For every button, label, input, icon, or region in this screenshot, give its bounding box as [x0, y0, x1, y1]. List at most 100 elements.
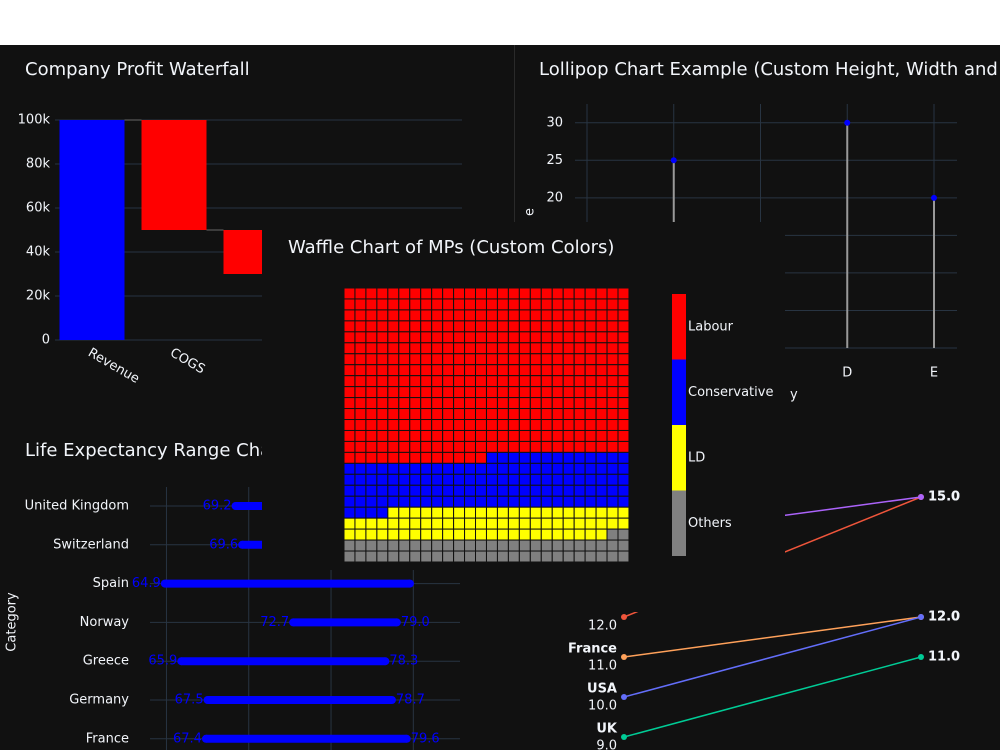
waffle-cell	[617, 495, 630, 508]
waffle-cell	[507, 473, 520, 486]
y-tick-label: 20	[546, 190, 563, 205]
chart-title: Life Expectancy Range Cha	[25, 440, 271, 461]
waffle-cell	[529, 462, 542, 475]
waffle-cell	[475, 386, 487, 399]
waffle-cell	[562, 364, 575, 377]
waffle-cell	[496, 528, 509, 541]
waffle-cell	[409, 550, 422, 563]
waffle-cell	[398, 364, 411, 377]
legend-swatch	[672, 294, 686, 360]
waffle-cell	[387, 331, 400, 344]
waffle-cell	[540, 429, 553, 442]
waffle-cell	[387, 495, 400, 508]
waffle-cell	[551, 287, 564, 300]
waffle-cell	[464, 408, 477, 421]
range-min	[238, 540, 247, 549]
waffle-cell	[551, 517, 564, 530]
y-tick-label: France	[86, 731, 129, 746]
waffle-cell	[529, 353, 542, 366]
waffle-cell	[431, 309, 444, 322]
waffle-cell	[387, 506, 400, 519]
waffle-cell	[595, 397, 608, 410]
waffle-cell	[464, 320, 477, 333]
waffle-cell	[398, 440, 411, 453]
waffle-cell	[617, 364, 630, 377]
waffle-cell	[485, 550, 498, 563]
waffle-cell	[453, 440, 466, 453]
waffle-cell	[540, 506, 553, 519]
waffle-cell	[398, 408, 411, 421]
waffle-cell	[540, 386, 553, 399]
waffle-cell	[442, 331, 455, 344]
waffle-cell	[398, 429, 411, 442]
waffle-cell	[453, 484, 466, 497]
waffle-cell	[551, 298, 564, 311]
waffle-cell	[464, 309, 477, 322]
waffle-cell	[464, 495, 477, 508]
waffle-cell	[617, 408, 630, 421]
waffle-cell	[475, 506, 487, 519]
y-tick-label: United Kingdom	[25, 499, 129, 514]
waffle-cell	[496, 440, 509, 453]
waffle-cell	[453, 419, 466, 431]
waffle-cell	[464, 451, 477, 464]
range-min	[203, 696, 212, 704]
waffle-cell	[485, 364, 498, 377]
waffle-cell	[354, 495, 367, 508]
waffle-cell	[431, 462, 444, 475]
waffle-cell	[551, 528, 564, 541]
waffle-cell	[551, 451, 564, 464]
waffle-cell	[595, 473, 608, 486]
waffle-cell	[573, 484, 586, 497]
waffle-cell	[529, 364, 542, 377]
waffle-cell	[617, 298, 630, 311]
waffle-cell	[584, 539, 597, 552]
waffle-cell	[606, 473, 619, 486]
chart-title: Lollipop Chart Example (Custom Height, W…	[539, 59, 1000, 80]
waffle-cell	[562, 375, 575, 388]
waffle-cell	[376, 353, 389, 366]
point	[931, 194, 937, 201]
waffle-cell	[507, 342, 520, 355]
waffle-cell	[485, 484, 498, 497]
waffle-cell	[529, 528, 542, 541]
waffle-cell	[354, 429, 367, 442]
waffle-cell	[387, 451, 400, 464]
waffle-cell	[562, 353, 575, 366]
waffle-cell	[617, 320, 630, 333]
waffle-cell	[518, 517, 531, 530]
waffle-cell	[409, 484, 422, 497]
waffle-cell	[606, 419, 619, 431]
waffle-cell	[398, 375, 411, 388]
legend-label: Conservative	[688, 385, 773, 400]
waffle-cell	[507, 506, 520, 519]
waffle-cell	[376, 506, 389, 519]
waffle-cell	[606, 506, 619, 519]
waffle-cell	[409, 364, 422, 377]
waffle-cell	[584, 309, 597, 322]
waffle-cell	[453, 331, 466, 344]
y-tick-label: 0	[42, 333, 50, 348]
waffle-cell	[398, 451, 411, 464]
waffle-cell	[485, 440, 498, 453]
waffle-cell	[573, 342, 586, 355]
waffle-cell	[442, 386, 455, 399]
waffle-cell	[529, 309, 542, 322]
waffle-cell	[529, 397, 542, 410]
waffle-cell	[475, 419, 487, 431]
waffle-cell	[507, 386, 520, 399]
waffle-cell	[562, 484, 575, 497]
waffle-cell	[496, 298, 509, 311]
waffle-cell	[387, 375, 400, 388]
waffle-cell	[442, 364, 455, 377]
waffle-cell	[387, 429, 400, 442]
waffle-cell	[507, 364, 520, 377]
min-label: 65.9	[148, 654, 177, 669]
waffle-cell	[507, 539, 520, 552]
waffle-cell	[540, 462, 553, 475]
waffle-cell	[475, 364, 487, 377]
x-tick-label: E	[930, 366, 938, 381]
waffle-cell	[573, 364, 586, 377]
waffle-cell	[398, 517, 411, 530]
waffle-cell	[420, 506, 433, 519]
